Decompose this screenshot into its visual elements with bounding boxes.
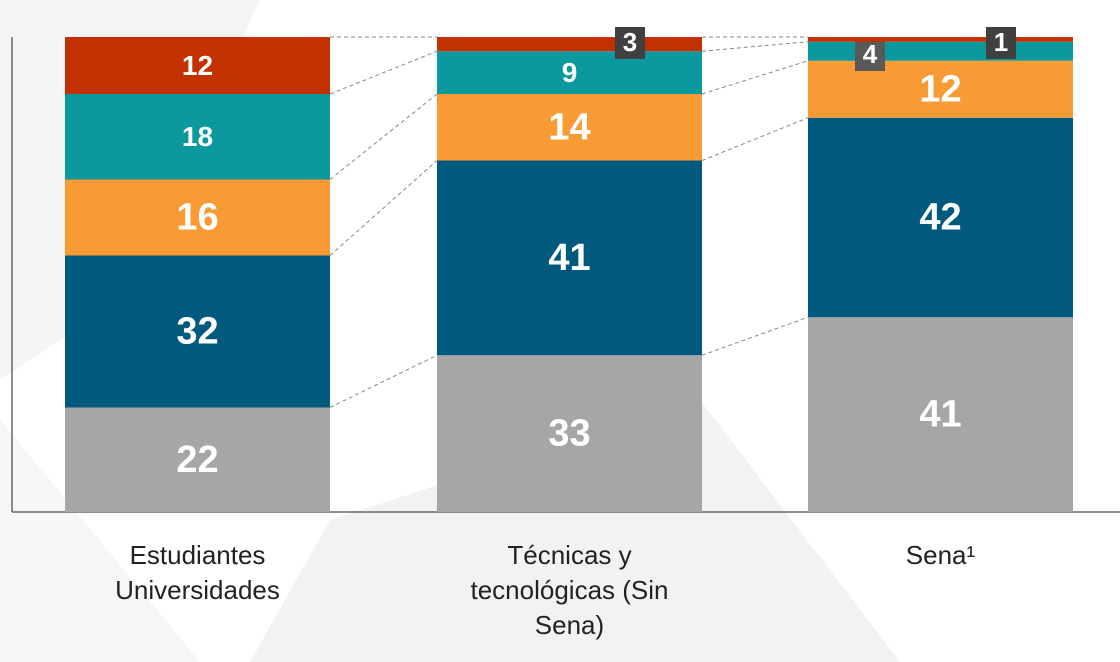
connector xyxy=(329,160,438,256)
bar-segment xyxy=(65,37,330,94)
bar-segment xyxy=(437,160,702,356)
value-label-box xyxy=(855,39,885,71)
bar-segment xyxy=(65,94,330,180)
value-label: 41 xyxy=(919,394,961,436)
bar-segment xyxy=(437,355,702,512)
value-label: 16 xyxy=(176,197,218,239)
value-label: 18 xyxy=(182,121,213,152)
connector xyxy=(329,354,438,408)
bar-segment xyxy=(808,60,1073,118)
x-tick-label: Estudiantes Universidades xyxy=(115,540,280,605)
bar-segment xyxy=(65,255,330,408)
background-shape xyxy=(250,400,900,662)
value-label: 32 xyxy=(176,311,218,353)
connector xyxy=(329,93,438,180)
bar-segment xyxy=(437,94,702,161)
value-label: 9 xyxy=(562,57,578,88)
background-shape xyxy=(0,420,200,662)
value-label: 42 xyxy=(919,197,961,239)
value-label: 4 xyxy=(863,39,878,69)
value-label: 12 xyxy=(919,68,961,110)
value-label: 33 xyxy=(548,413,590,455)
connector xyxy=(701,117,809,161)
bar-segment xyxy=(437,37,702,52)
connector xyxy=(701,41,809,52)
bar-segment xyxy=(437,51,702,94)
x-tick-label: Sena¹ xyxy=(905,540,976,570)
value-label: 22 xyxy=(176,439,218,481)
value-label: 14 xyxy=(548,106,590,148)
value-label: 41 xyxy=(548,237,590,279)
value-label: 3 xyxy=(623,27,637,57)
bar-segment xyxy=(65,179,330,256)
value-label: 1 xyxy=(994,27,1008,57)
bar-segment xyxy=(808,317,1073,512)
bar-segment xyxy=(808,117,1073,318)
bar-segment xyxy=(808,41,1073,61)
bar-segment xyxy=(65,407,330,512)
bar-segment xyxy=(808,37,1073,42)
connector xyxy=(329,50,438,95)
x-tick-label: Técnicas y tecnológicas (Sin Sena) xyxy=(470,540,669,640)
value-label-box xyxy=(615,27,645,59)
value-label-box xyxy=(986,27,1016,59)
value-label: 12 xyxy=(182,50,213,81)
connector xyxy=(701,316,809,356)
connector xyxy=(701,60,809,95)
